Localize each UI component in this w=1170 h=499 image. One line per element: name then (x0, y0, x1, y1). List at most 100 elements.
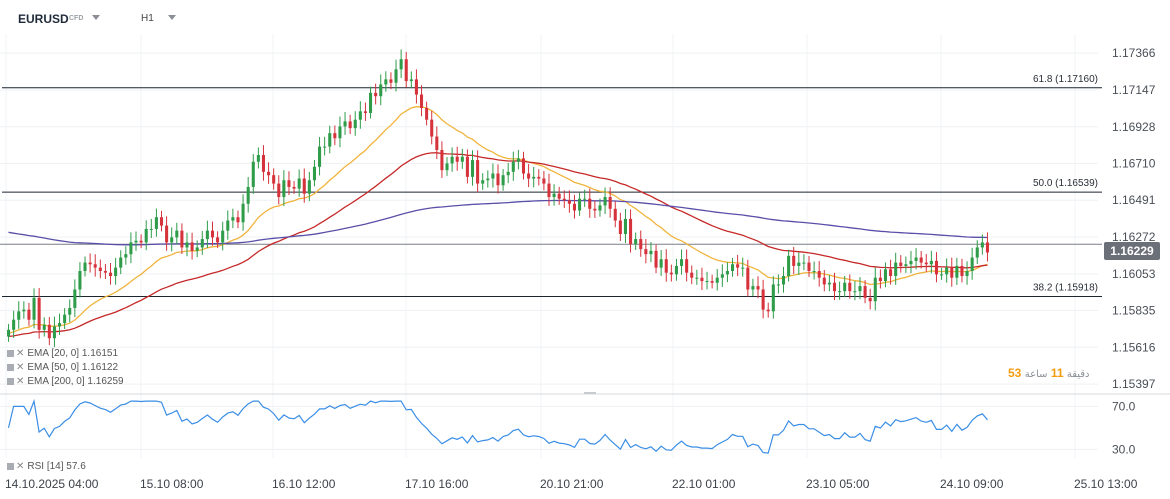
candle-body (950, 267, 954, 278)
candle-body (843, 282, 847, 292)
candle-body (246, 186, 250, 204)
candle-body (419, 94, 424, 108)
candle-body (7, 329, 11, 337)
candle-body (623, 218, 627, 235)
candle-body (277, 183, 281, 198)
candle-body (440, 149, 444, 171)
candle-body (47, 324, 51, 339)
x-tick-label: 25.10 13:00 (1074, 477, 1138, 491)
close-icon[interactable]: ✕ (16, 362, 25, 373)
candle-body (899, 262, 903, 266)
candle-body (578, 198, 582, 211)
candle-body (379, 84, 383, 97)
candle-body (878, 277, 882, 282)
fib-level-label: 61.8 (1.17160) (1033, 74, 1098, 85)
x-tick-label: 15.10 08:00 (140, 477, 204, 491)
candle-body (491, 173, 495, 179)
close-icon[interactable]: ✕ (16, 376, 25, 387)
y-tick-label: 1.15397 (1112, 377, 1156, 391)
candle-body (970, 257, 974, 271)
candle-body (894, 262, 898, 277)
candle-body (659, 259, 663, 268)
y-tick-label: 1.16491 (1112, 193, 1156, 207)
candle-body (567, 200, 571, 204)
x-tick-label: 16.10 12:00 (272, 477, 336, 491)
candle-body (680, 259, 684, 266)
rsi-tick-label: 70.0 (1112, 399, 1136, 413)
candle-body (741, 267, 745, 269)
candle-body (521, 158, 526, 174)
legend-ema20[interactable]: ✕ EMA [20, 0] 1.16151 (7, 348, 118, 359)
candle-body (348, 121, 352, 129)
candle-body (52, 326, 56, 339)
candle-body (542, 178, 546, 184)
candle-body (583, 198, 587, 200)
candle-body (781, 276, 786, 285)
candle-body (766, 309, 770, 312)
candle-body (216, 237, 220, 243)
close-icon[interactable]: ✕ (16, 461, 25, 472)
indicator-settings-icon[interactable] (7, 350, 14, 357)
candle-body (481, 180, 485, 184)
close-icon[interactable]: ✕ (16, 348, 25, 359)
x-tick-label: 20.10 21:00 (540, 477, 604, 491)
legend-rsi[interactable]: ✕ RSI [14] 57.6 (7, 461, 86, 472)
candle-body (822, 277, 826, 285)
indicator-settings-icon[interactable] (7, 378, 14, 385)
timeframe-dropdown-icon[interactable] (168, 15, 176, 20)
pane-resize-handle[interactable] (584, 392, 596, 394)
symbol-selector[interactable]: EURUSD (18, 12, 69, 26)
candle-body (465, 156, 469, 177)
candle-body (537, 176, 541, 179)
candle-body (119, 257, 123, 268)
candle-body (287, 180, 291, 187)
candle-body (664, 259, 668, 273)
legend-ema50[interactable]: ✕ EMA [50, 0] 1.16122 (7, 362, 118, 373)
candle-body (333, 133, 337, 139)
legend-ema20-label: EMA [20, 0] 1.16151 (27, 348, 119, 359)
legend-ema200[interactable]: ✕ EMA [200, 0] 1.16259 (7, 376, 124, 387)
candle-body (644, 249, 648, 255)
candle-body (256, 155, 260, 162)
symbol-type: CFD (69, 15, 84, 22)
candle-body (302, 178, 306, 194)
y-tick-label: 1.17366 (1112, 46, 1156, 60)
x-tick-label: 23.10 05:00 (806, 477, 870, 491)
candle-body (904, 264, 908, 266)
candle-body (690, 272, 694, 278)
candle-body (639, 239, 643, 250)
candle-body (965, 270, 969, 277)
candle-body (649, 250, 653, 255)
candle-body (399, 59, 403, 70)
candle-body (210, 230, 215, 238)
x-tick-label: 24.10 09:00 (940, 477, 1004, 491)
candle-body (827, 282, 831, 285)
candle-body (812, 270, 816, 272)
timeframe-selector[interactable]: H1 (141, 13, 154, 24)
y-tick-label: 1.15616 (1112, 340, 1156, 354)
candle-body (985, 242, 989, 253)
candle-body (629, 218, 633, 245)
candle-body (17, 311, 21, 320)
indicator-settings-icon[interactable] (7, 364, 14, 371)
candle-body (817, 270, 821, 278)
candle-body (292, 186, 296, 189)
candle-body (384, 79, 388, 85)
y-tick-label: 1.16928 (1112, 120, 1156, 134)
candle-body (394, 69, 398, 83)
symbol-dropdown-icon[interactable] (92, 15, 100, 20)
candle-body (975, 247, 979, 258)
candle-body (103, 270, 107, 273)
candle-body (425, 107, 429, 120)
candle-body (12, 319, 16, 330)
candle-body (501, 175, 505, 186)
candle-body (328, 133, 332, 147)
candle-body (593, 208, 597, 211)
candle-body (88, 262, 92, 265)
candle-body (516, 158, 520, 162)
candle-body (945, 267, 949, 275)
indicator-settings-icon[interactable] (7, 463, 14, 470)
candle-body (674, 265, 678, 275)
candle-body (557, 193, 561, 199)
